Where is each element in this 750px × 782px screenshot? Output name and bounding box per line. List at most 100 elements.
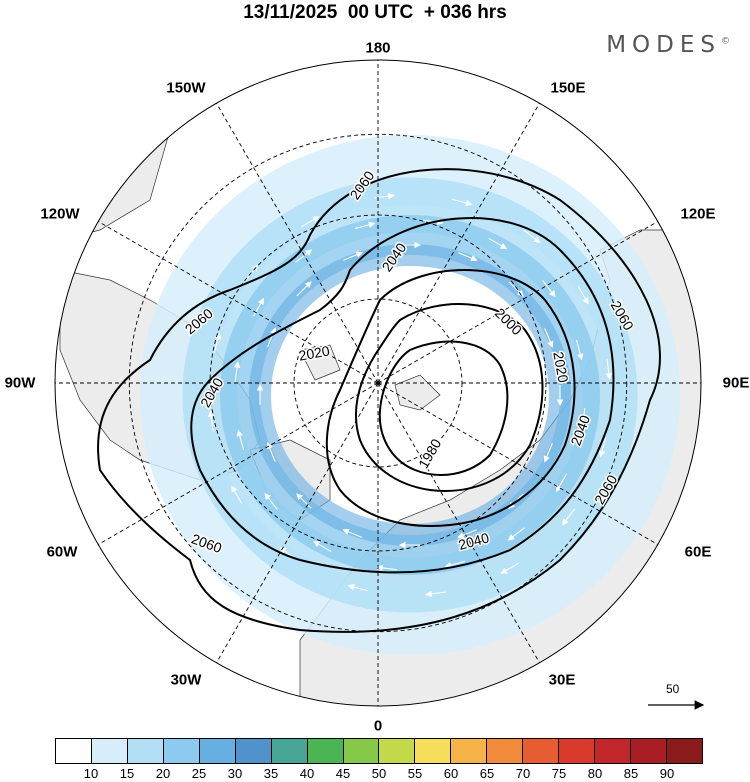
colorbar-tick: 70 (515, 766, 531, 781)
wind-arrow (347, 583, 369, 592)
graticule (55, 60, 701, 706)
colorbar-swatch (343, 739, 380, 763)
colorbar-swatch (127, 739, 164, 763)
contour-2060 (97, 168, 661, 633)
map-title: 13/11/2025 00 UTC + 036 hrs (243, 2, 507, 23)
wind-arrow (295, 249, 313, 263)
wind-arrow (213, 332, 222, 354)
colorbar-swatch (307, 739, 344, 763)
wind-band (140, 135, 680, 655)
colorbar-swatch (631, 739, 667, 763)
colorbar-swatch (415, 739, 452, 763)
longitude-label: 150E (550, 79, 586, 97)
meridian-line (98, 221, 379, 384)
colorbar (55, 738, 703, 764)
colorbar-swatch (595, 739, 631, 763)
brand-mark: © (721, 36, 730, 47)
latitude-circle (209, 214, 547, 552)
wind-arrow (296, 493, 312, 509)
longitude-label: 180 (365, 39, 391, 57)
meridian-line (377, 221, 658, 384)
latitude-circle (128, 133, 628, 633)
wind-arrow (267, 327, 277, 348)
wind-arrow (544, 328, 554, 348)
brand-name: MODES (606, 32, 721, 58)
colorbar-tick: 65 (479, 766, 495, 781)
colorbar-tick: 40 (299, 766, 315, 781)
colorbar-swatch (91, 739, 128, 763)
contour-2040 (190, 217, 615, 574)
wind-arrow (561, 508, 576, 526)
colorbar-swatch (379, 739, 416, 763)
colorbar-swatch (199, 739, 236, 763)
wind-arrow (542, 280, 556, 298)
wind-arrow (575, 339, 584, 361)
longitude-label: 0 (373, 717, 383, 735)
wind-arrow (507, 527, 525, 541)
contour-1980 (378, 340, 509, 476)
wind-arrow (500, 562, 519, 574)
longitude-label: 120E (680, 205, 716, 223)
colorbar-tick: 25 (191, 766, 207, 781)
wind-arrow (598, 436, 607, 458)
wind-band (220, 215, 600, 575)
meridian-line (377, 382, 540, 663)
map-boundary (54, 59, 702, 707)
colorbar-tick: 35 (263, 766, 279, 781)
wind-arrow (252, 297, 264, 317)
wind-arrow (373, 192, 395, 200)
longitude-label: 90E (722, 374, 750, 392)
wind-arrow (444, 560, 466, 569)
colorbar-tick: 45 (335, 766, 351, 781)
wind-arrow (296, 281, 312, 297)
height-contours (97, 168, 661, 633)
colorbar-tick: 30 (227, 766, 243, 781)
meridian-line (98, 382, 379, 545)
colorbar-tick: 50 (371, 766, 387, 781)
wind-arrow (343, 251, 363, 261)
wind-arrow (264, 492, 278, 510)
wind-arrow (354, 221, 376, 230)
wind-arrow (488, 237, 508, 249)
wind-band (182, 177, 638, 613)
colorbar-swatch (451, 739, 488, 763)
wind-arrow (457, 529, 477, 539)
wind-arrow (577, 286, 589, 305)
wind-arrow (342, 528, 363, 538)
wind-arrow (376, 564, 398, 572)
wind-speed-shading (140, 135, 680, 655)
longitude-label: 60E (684, 543, 712, 561)
wind-arrow (508, 281, 524, 297)
wind-arrow (231, 485, 243, 504)
scale-arrow-label: 50 (666, 682, 680, 696)
longitude-label: 150W (166, 79, 206, 97)
colorbar-swatch (559, 739, 596, 763)
colorbar-swatch (487, 739, 524, 763)
meridian-line (216, 103, 379, 384)
colorbar-swatch (56, 739, 92, 763)
wind-arrow (425, 590, 447, 598)
colorbar-tick: 90 (659, 766, 675, 781)
contour-2000 (354, 303, 544, 492)
meridian-line (377, 382, 658, 545)
colorbar-tick: 20 (155, 766, 171, 781)
wind-arrow (233, 361, 241, 383)
wind-arrow (579, 407, 587, 429)
longitude-label: 90W (4, 374, 36, 392)
longitude-label: 30W (170, 671, 202, 689)
wind-arrow (312, 541, 332, 553)
colorbar-ticks: 10 15 20 25 30 35 40 45 50 55 60 65 70 75 80 85 90 (55, 766, 703, 782)
longitude-label: 120W (40, 205, 80, 223)
wind-arrow (236, 429, 245, 451)
wind-arrow (457, 252, 478, 262)
colorbar-swatch (523, 739, 560, 763)
contour-2020 (325, 269, 576, 527)
colorbar-swatch (235, 739, 272, 763)
colorbar-swatch (271, 739, 308, 763)
wind-arrow (556, 473, 568, 493)
colorbar-tick: 60 (443, 766, 459, 781)
colorbar-tick: 10 (83, 766, 99, 781)
colorbar-tick: 85 (623, 766, 639, 781)
wind-arrow (451, 198, 473, 207)
